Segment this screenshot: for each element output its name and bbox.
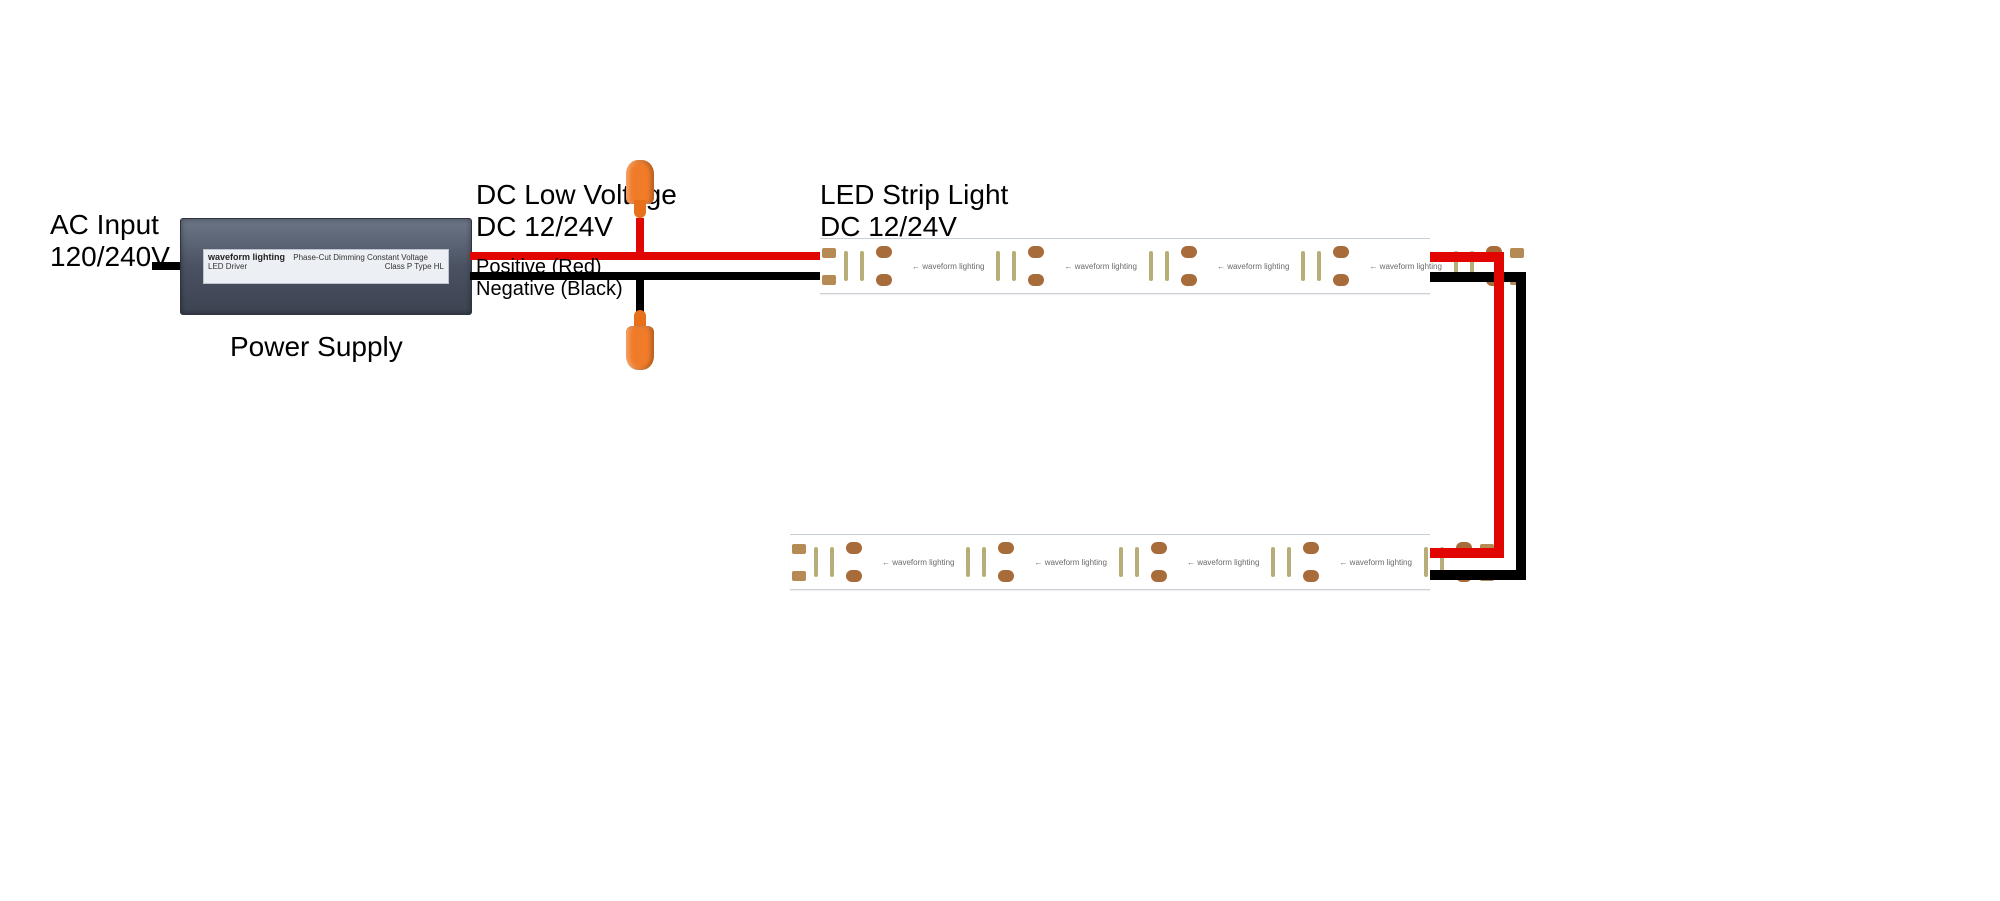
solder-pad-group — [1151, 542, 1167, 582]
dc-low-voltage-line2: DC 12/24V — [476, 210, 613, 244]
strip-end-pads — [1480, 535, 1494, 589]
solder-pad-group — [876, 246, 892, 286]
led-chip — [1317, 251, 1321, 281]
strip-end-pads — [822, 239, 836, 293]
led-chip — [814, 547, 818, 577]
led-chip — [982, 547, 986, 577]
led-chip — [830, 547, 834, 577]
psu-class-text: Class P Type HL — [385, 262, 444, 271]
positive-red-label: Positive (Red) — [476, 256, 602, 278]
wire-nut-cap-icon — [626, 326, 654, 370]
ac-input-label-line1: AC Input — [50, 208, 159, 242]
power-supply-unit: waveform lighting Phase-Cut Dimming Cons… — [180, 218, 472, 315]
wire-nut-top — [626, 160, 654, 220]
strip-brand-text: ← waveform lighting — [882, 558, 954, 567]
led-strip-top: ← waveform lighting ← waveform lighting ← … — [820, 238, 1430, 294]
strip-brand-text: ← waveform lighting — [1187, 558, 1259, 567]
black-stub-down — [636, 280, 644, 314]
wire-nut-bottom — [626, 310, 654, 370]
led-chip — [860, 251, 864, 281]
loop-wire-red-top-h — [1430, 252, 1504, 262]
led-chip — [996, 251, 1000, 281]
solder-pad-group — [846, 542, 862, 582]
strip-end-pads — [792, 535, 806, 589]
loop-wire-black-bottom-h — [1430, 570, 1526, 580]
power-supply-caption: Power Supply — [230, 330, 403, 364]
strip-brand-text: ← waveform lighting — [1064, 262, 1136, 271]
led-chip — [1287, 547, 1291, 577]
ac-input-wire — [152, 262, 180, 270]
psu-label-plate: waveform lighting Phase-Cut Dimming Cons… — [203, 249, 449, 284]
led-chip — [844, 251, 848, 281]
strip-brand-text: ← waveform lighting — [1369, 262, 1441, 271]
led-chip — [1012, 251, 1016, 281]
solder-pad-group — [1303, 542, 1319, 582]
led-chip — [1424, 547, 1428, 577]
led-chip — [1271, 547, 1275, 577]
led-chip — [966, 547, 970, 577]
led-chip — [1165, 251, 1169, 281]
strip-brand-text: ← waveform lighting — [1339, 558, 1411, 567]
solder-pad-group — [1181, 246, 1197, 286]
red-stub-up — [636, 218, 644, 252]
solder-pad-group — [1028, 246, 1044, 286]
solder-pad-group — [998, 542, 1014, 582]
led-strip-label-line1: LED Strip Light — [820, 178, 1008, 212]
strip-brand-text: ← waveform lighting — [1217, 262, 1289, 271]
strip-brand-text: ← waveform lighting — [912, 262, 984, 271]
psu-brand-text: waveform lighting — [208, 252, 285, 262]
led-strip-bottom: ← waveform lighting ← waveform lighting ← … — [790, 534, 1430, 590]
loop-wire-red-bottom-h — [1430, 548, 1504, 558]
led-chip — [1119, 547, 1123, 577]
led-chip — [1149, 251, 1153, 281]
solder-pad-group — [1333, 246, 1349, 286]
loop-wire-black-top-h — [1430, 272, 1526, 282]
strip-brand-text: ← waveform lighting — [1034, 558, 1106, 567]
negative-black-label: Negative (Black) — [476, 278, 623, 300]
wire-nut-cap-icon — [626, 160, 654, 204]
loop-wire-red-vertical — [1494, 252, 1504, 558]
loop-wire-black-vertical — [1516, 272, 1526, 580]
led-chip — [1135, 547, 1139, 577]
wire-nut-stem-icon — [634, 200, 646, 218]
led-chip — [1301, 251, 1305, 281]
